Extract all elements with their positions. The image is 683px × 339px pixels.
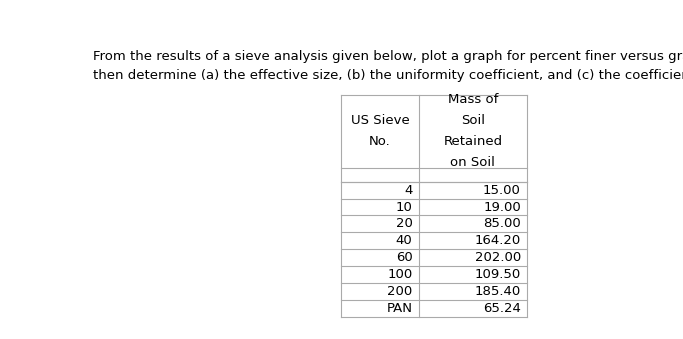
Text: PAN: PAN: [387, 302, 413, 315]
Text: 200: 200: [387, 285, 413, 298]
Text: 10: 10: [395, 200, 413, 214]
Text: 20: 20: [395, 217, 413, 231]
Text: US Sieve
No.: US Sieve No.: [350, 114, 409, 148]
Text: 85.00: 85.00: [483, 217, 521, 231]
Text: 164.20: 164.20: [475, 234, 521, 247]
Text: 109.50: 109.50: [475, 268, 521, 281]
Text: Mass of
Soil
Retained
on Soil: Mass of Soil Retained on Soil: [443, 93, 503, 169]
Text: 60: 60: [395, 251, 413, 264]
Text: 185.40: 185.40: [475, 285, 521, 298]
Text: 19.00: 19.00: [483, 200, 521, 214]
Text: 4: 4: [404, 183, 413, 197]
Text: 40: 40: [395, 234, 413, 247]
Text: 202.00: 202.00: [475, 251, 521, 264]
Text: 100: 100: [387, 268, 413, 281]
Text: 15.00: 15.00: [483, 183, 521, 197]
Text: From the results of a sieve analysis given below, plot a graph for percent finer: From the results of a sieve analysis giv…: [93, 50, 683, 82]
Text: 65.24: 65.24: [483, 302, 521, 315]
